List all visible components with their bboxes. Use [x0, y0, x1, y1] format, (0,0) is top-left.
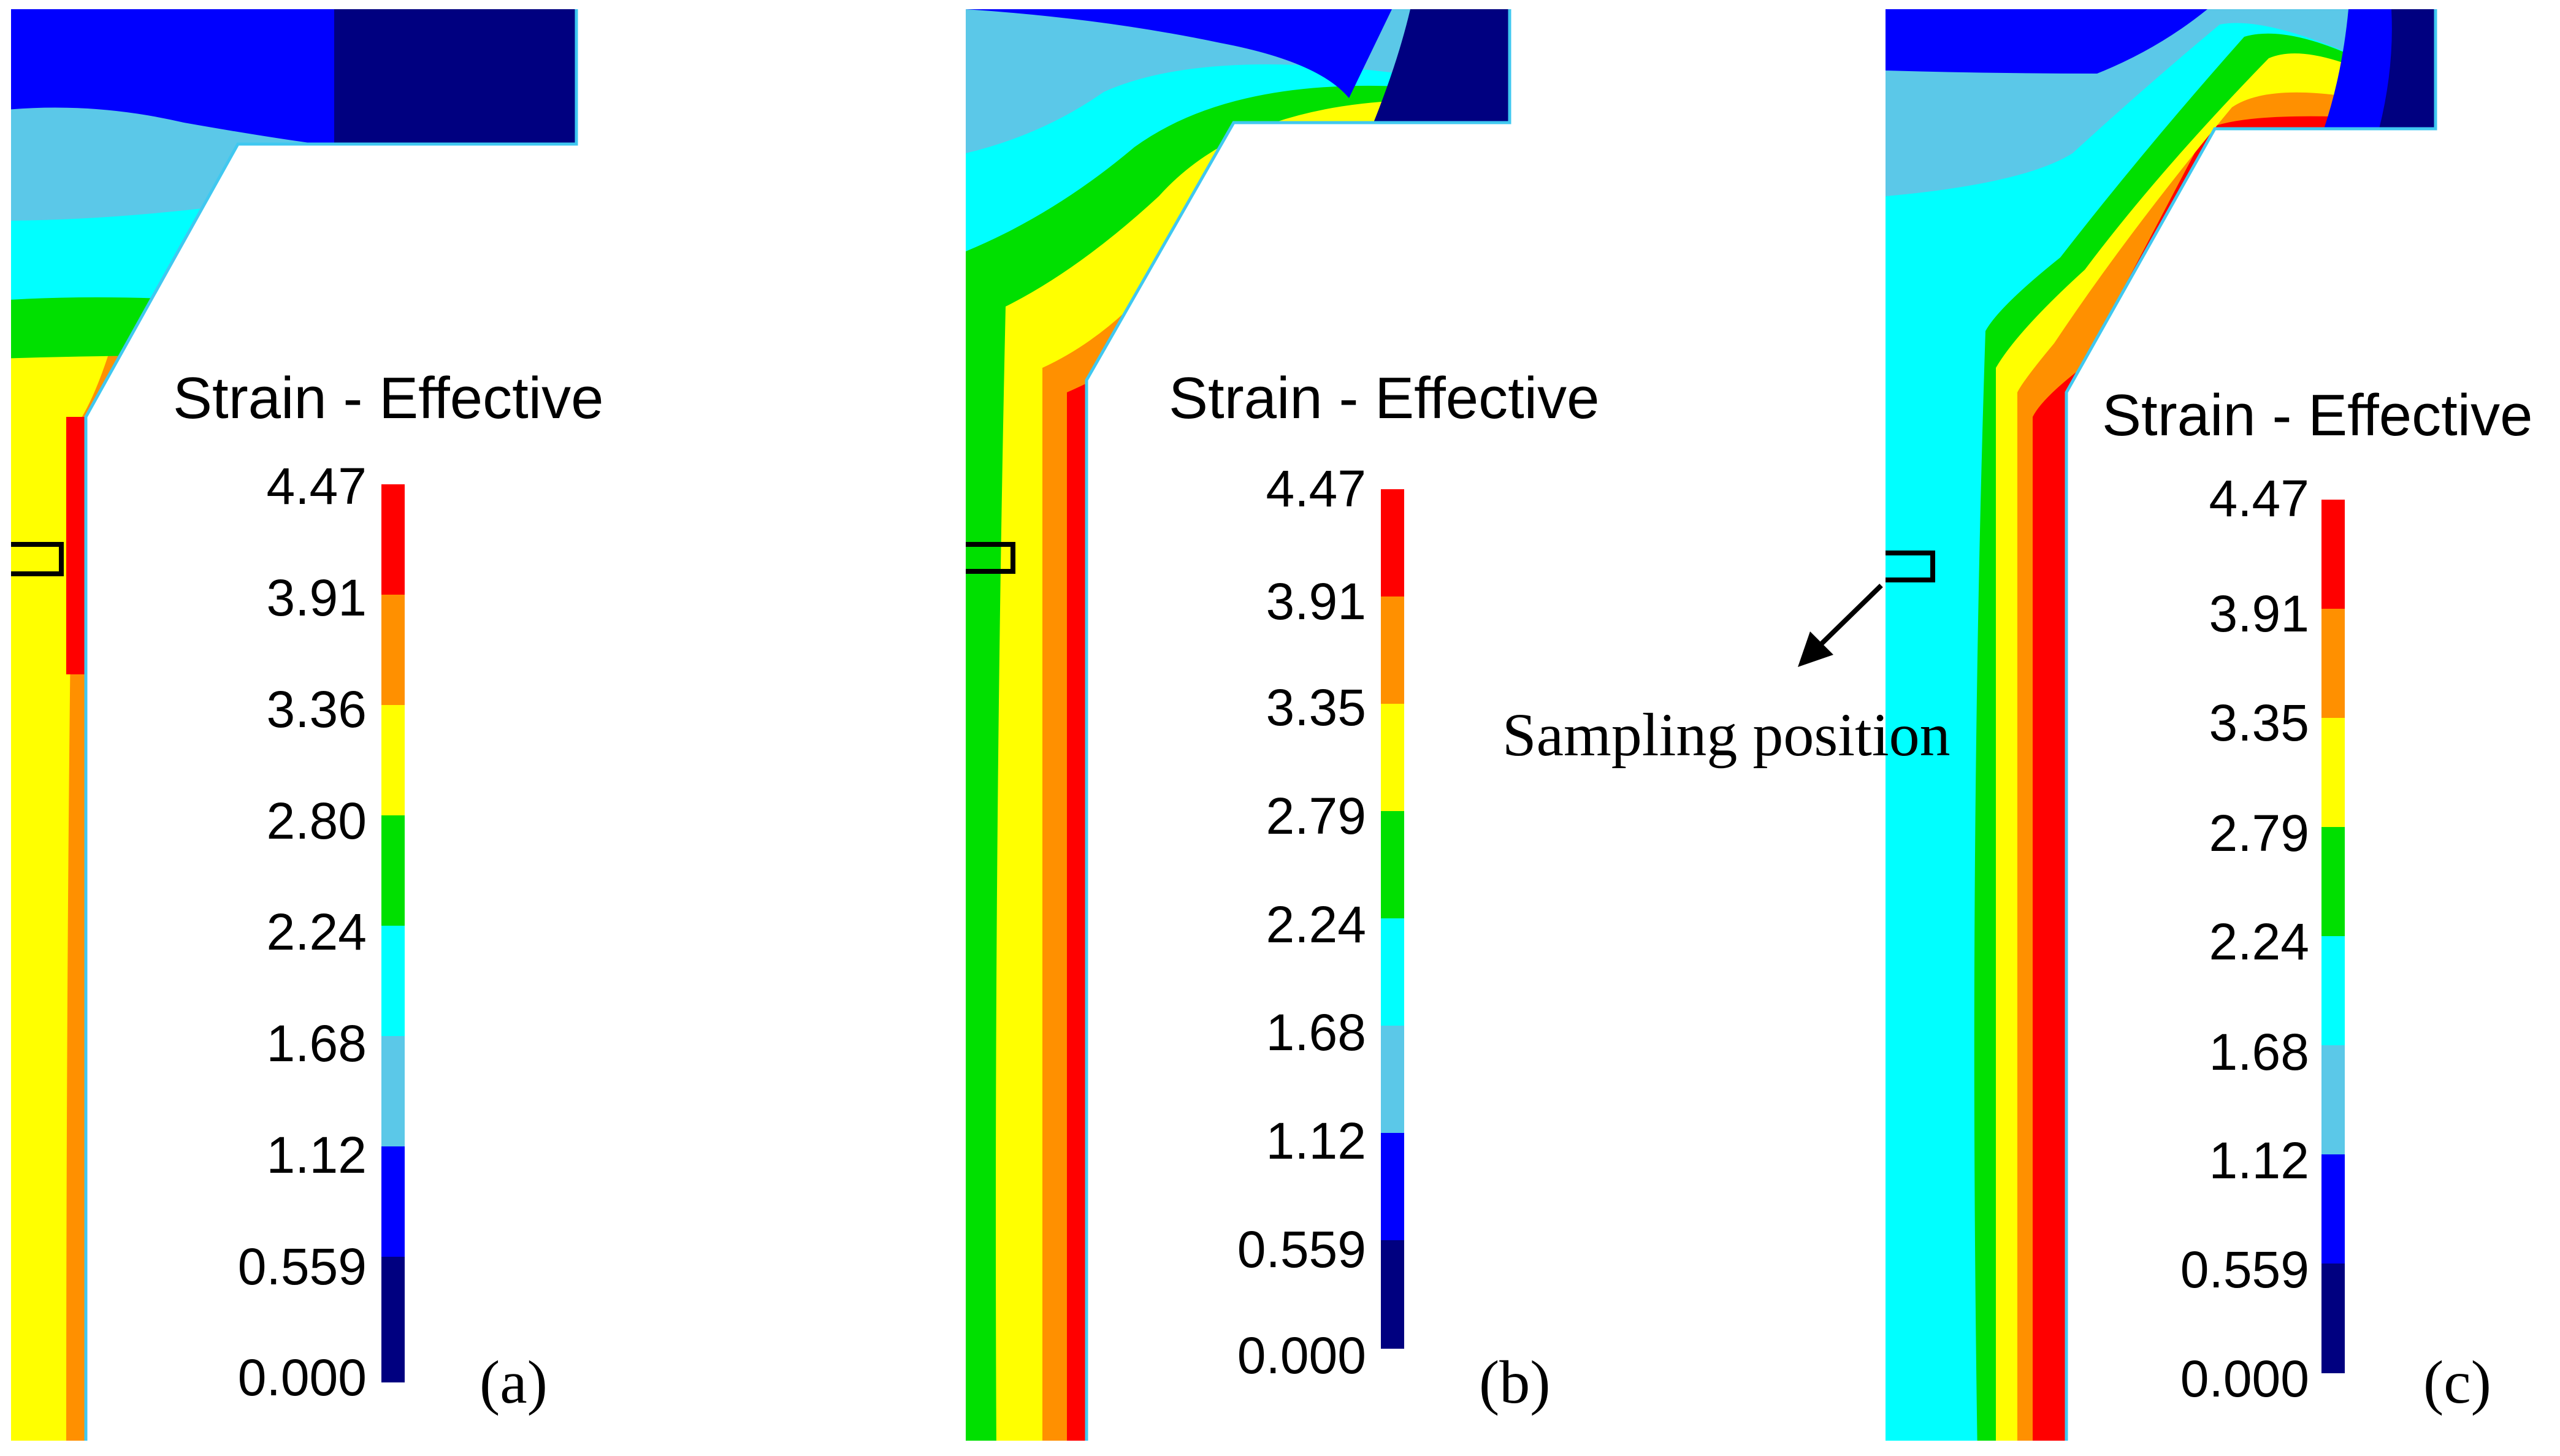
contour-field-b [966, 9, 1510, 1441]
colorbar-c [2321, 500, 2345, 1373]
colorbar-c-seg-5 [2321, 1045, 2345, 1154]
contour-band-a-lightblue [11, 103, 343, 221]
colorbar-c-ticks: 4.47 3.91 3.35 2.79 2.24 1.68 1.12 0.559… [2180, 470, 2309, 1408]
colorbar-a-tick-6: 1.12 [267, 1126, 367, 1184]
colorbar-c-seg-0 [2321, 500, 2345, 609]
colorbar-b-tick-0: 4.47 [1266, 460, 1367, 517]
sampling-box-b [966, 542, 1015, 574]
contour-band-c-blue [1886, 9, 2207, 74]
contour-band-b-orange [966, 9, 1510, 1441]
colorbar-b [1381, 489, 1404, 1349]
colorbar-c-tick-2: 3.35 [2209, 694, 2310, 752]
panel-label-a: (a) [480, 1348, 548, 1416]
colorbar-b-seg-4 [1381, 918, 1404, 1026]
contour-band-a-navy [334, 9, 576, 145]
colorbar-a-tick-4: 2.24 [267, 903, 367, 961]
colorbar-a [381, 484, 405, 1382]
colorbar-a-seg-2 [381, 705, 405, 815]
colorbar-b-tick-3: 2.79 [1266, 787, 1367, 845]
colorbar-b-tick-2: 3.35 [1266, 679, 1367, 736]
colorbar-a-tick-2: 3.36 [267, 680, 367, 738]
contour-band-a-red-edge [66, 417, 86, 674]
contour-band-c-navy-corner [2379, 9, 2436, 129]
colorbar-a-tick-7: 0.559 [238, 1238, 367, 1295]
colorbar-b-tick-7: 0.559 [1237, 1221, 1366, 1278]
sampling-position-annotation: Sampling position [1502, 584, 1951, 769]
colorbar-a-seg-1 [381, 595, 405, 705]
colorbar-c-tick-1: 3.91 [2209, 585, 2310, 642]
contour-band-a-cyan [11, 202, 202, 300]
colorbar-a-seg-3 [381, 815, 405, 926]
colorbar-b-seg-0 [1381, 489, 1404, 597]
legend-title-b: Strain - Effective [1169, 365, 1600, 431]
colorbar-b-seg-5 [1381, 1026, 1404, 1133]
panel-label-b: (b) [1479, 1348, 1551, 1416]
colorbar-c-seg-4 [2321, 936, 2345, 1045]
annotation-label: Sampling position [1502, 701, 1951, 769]
colorbar-a-seg-4 [381, 926, 405, 1036]
colorbar-c-tick-8: 0.000 [2180, 1350, 2309, 1408]
colorbar-b-seg-6 [1381, 1133, 1404, 1240]
colorbar-c-tick-4: 2.24 [2209, 913, 2310, 970]
colorbar-c-tick-3: 2.79 [2209, 804, 2310, 862]
contour-band-b-blue [966, 9, 1392, 98]
colorbar-b-seg-2 [1381, 704, 1404, 811]
colorbar-c-seg-1 [2321, 609, 2345, 718]
die-outline-a [84, 9, 578, 1441]
colorbar-b-tick-6: 1.12 [1266, 1112, 1367, 1170]
colorbar-c-tick-7: 0.559 [2180, 1241, 2309, 1298]
colorbar-b-seg-3 [1381, 811, 1404, 918]
die-outline-c [2065, 9, 2437, 1441]
colorbar-a-tick-8: 0.000 [238, 1349, 367, 1406]
panel-b: Strain - Effective 4.47 3.91 3.35 2.79 2… [966, 9, 1600, 1441]
panel-a: Strain - Effective 4.47 3.91 3.36 2.80 2… [11, 9, 604, 1441]
annotation-arrowhead [1798, 631, 1833, 667]
colorbar-b-tick-1: 3.91 [1266, 573, 1367, 630]
colorbar-c-seg-6 [2321, 1154, 2345, 1264]
contour-band-a-blue [11, 9, 343, 147]
colorbar-c-seg-3 [2321, 827, 2345, 936]
colorbar-a-seg-0 [381, 484, 405, 595]
sampling-box-a [11, 542, 64, 576]
colorbar-c-seg-7 [2321, 1264, 2345, 1373]
colorbar-c-tick-5: 1.68 [2209, 1023, 2310, 1081]
contour-band-c-green [1886, 9, 2436, 1441]
sampling-box-c [1886, 551, 1935, 582]
panel-label-c: (c) [2423, 1348, 2491, 1416]
colorbar-a-tick-0: 4.47 [267, 457, 367, 515]
colorbar-c-seg-2 [2321, 718, 2345, 827]
colorbar-a-ticks: 4.47 3.91 3.36 2.80 2.24 1.68 1.12 0.559… [238, 457, 367, 1406]
colorbar-a-seg-5 [381, 1036, 405, 1146]
colorbar-a-seg-7 [381, 1257, 405, 1382]
contour-band-b-navy-corner [1374, 9, 1510, 123]
colorbar-b-seg-7 [1381, 1240, 1404, 1349]
colorbar-b-tick-4: 2.24 [1266, 896, 1367, 953]
colorbar-a-tick-1: 3.91 [267, 569, 367, 627]
legend-title-a: Strain - Effective [173, 365, 604, 431]
colorbar-b-ticks: 4.47 3.91 3.35 2.79 2.24 1.68 1.12 0.559… [1237, 460, 1366, 1384]
colorbar-b-seg-1 [1381, 597, 1404, 704]
legend-title-c: Strain - Effective [2102, 383, 2533, 448]
colorbar-a-tick-5: 1.68 [267, 1015, 367, 1072]
colorbar-b-tick-5: 1.68 [1266, 1004, 1367, 1061]
colorbar-c-tick-0: 4.47 [2209, 470, 2310, 527]
colorbar-a-tick-3: 2.80 [267, 792, 367, 850]
die-outline-b [1085, 9, 1511, 1441]
contour-band-a-yellow [11, 307, 123, 1441]
colorbar-c-tick-6: 1.12 [2209, 1132, 2310, 1189]
colorbar-b-tick-8: 0.000 [1237, 1327, 1366, 1384]
colorbar-a-seg-6 [381, 1146, 405, 1257]
